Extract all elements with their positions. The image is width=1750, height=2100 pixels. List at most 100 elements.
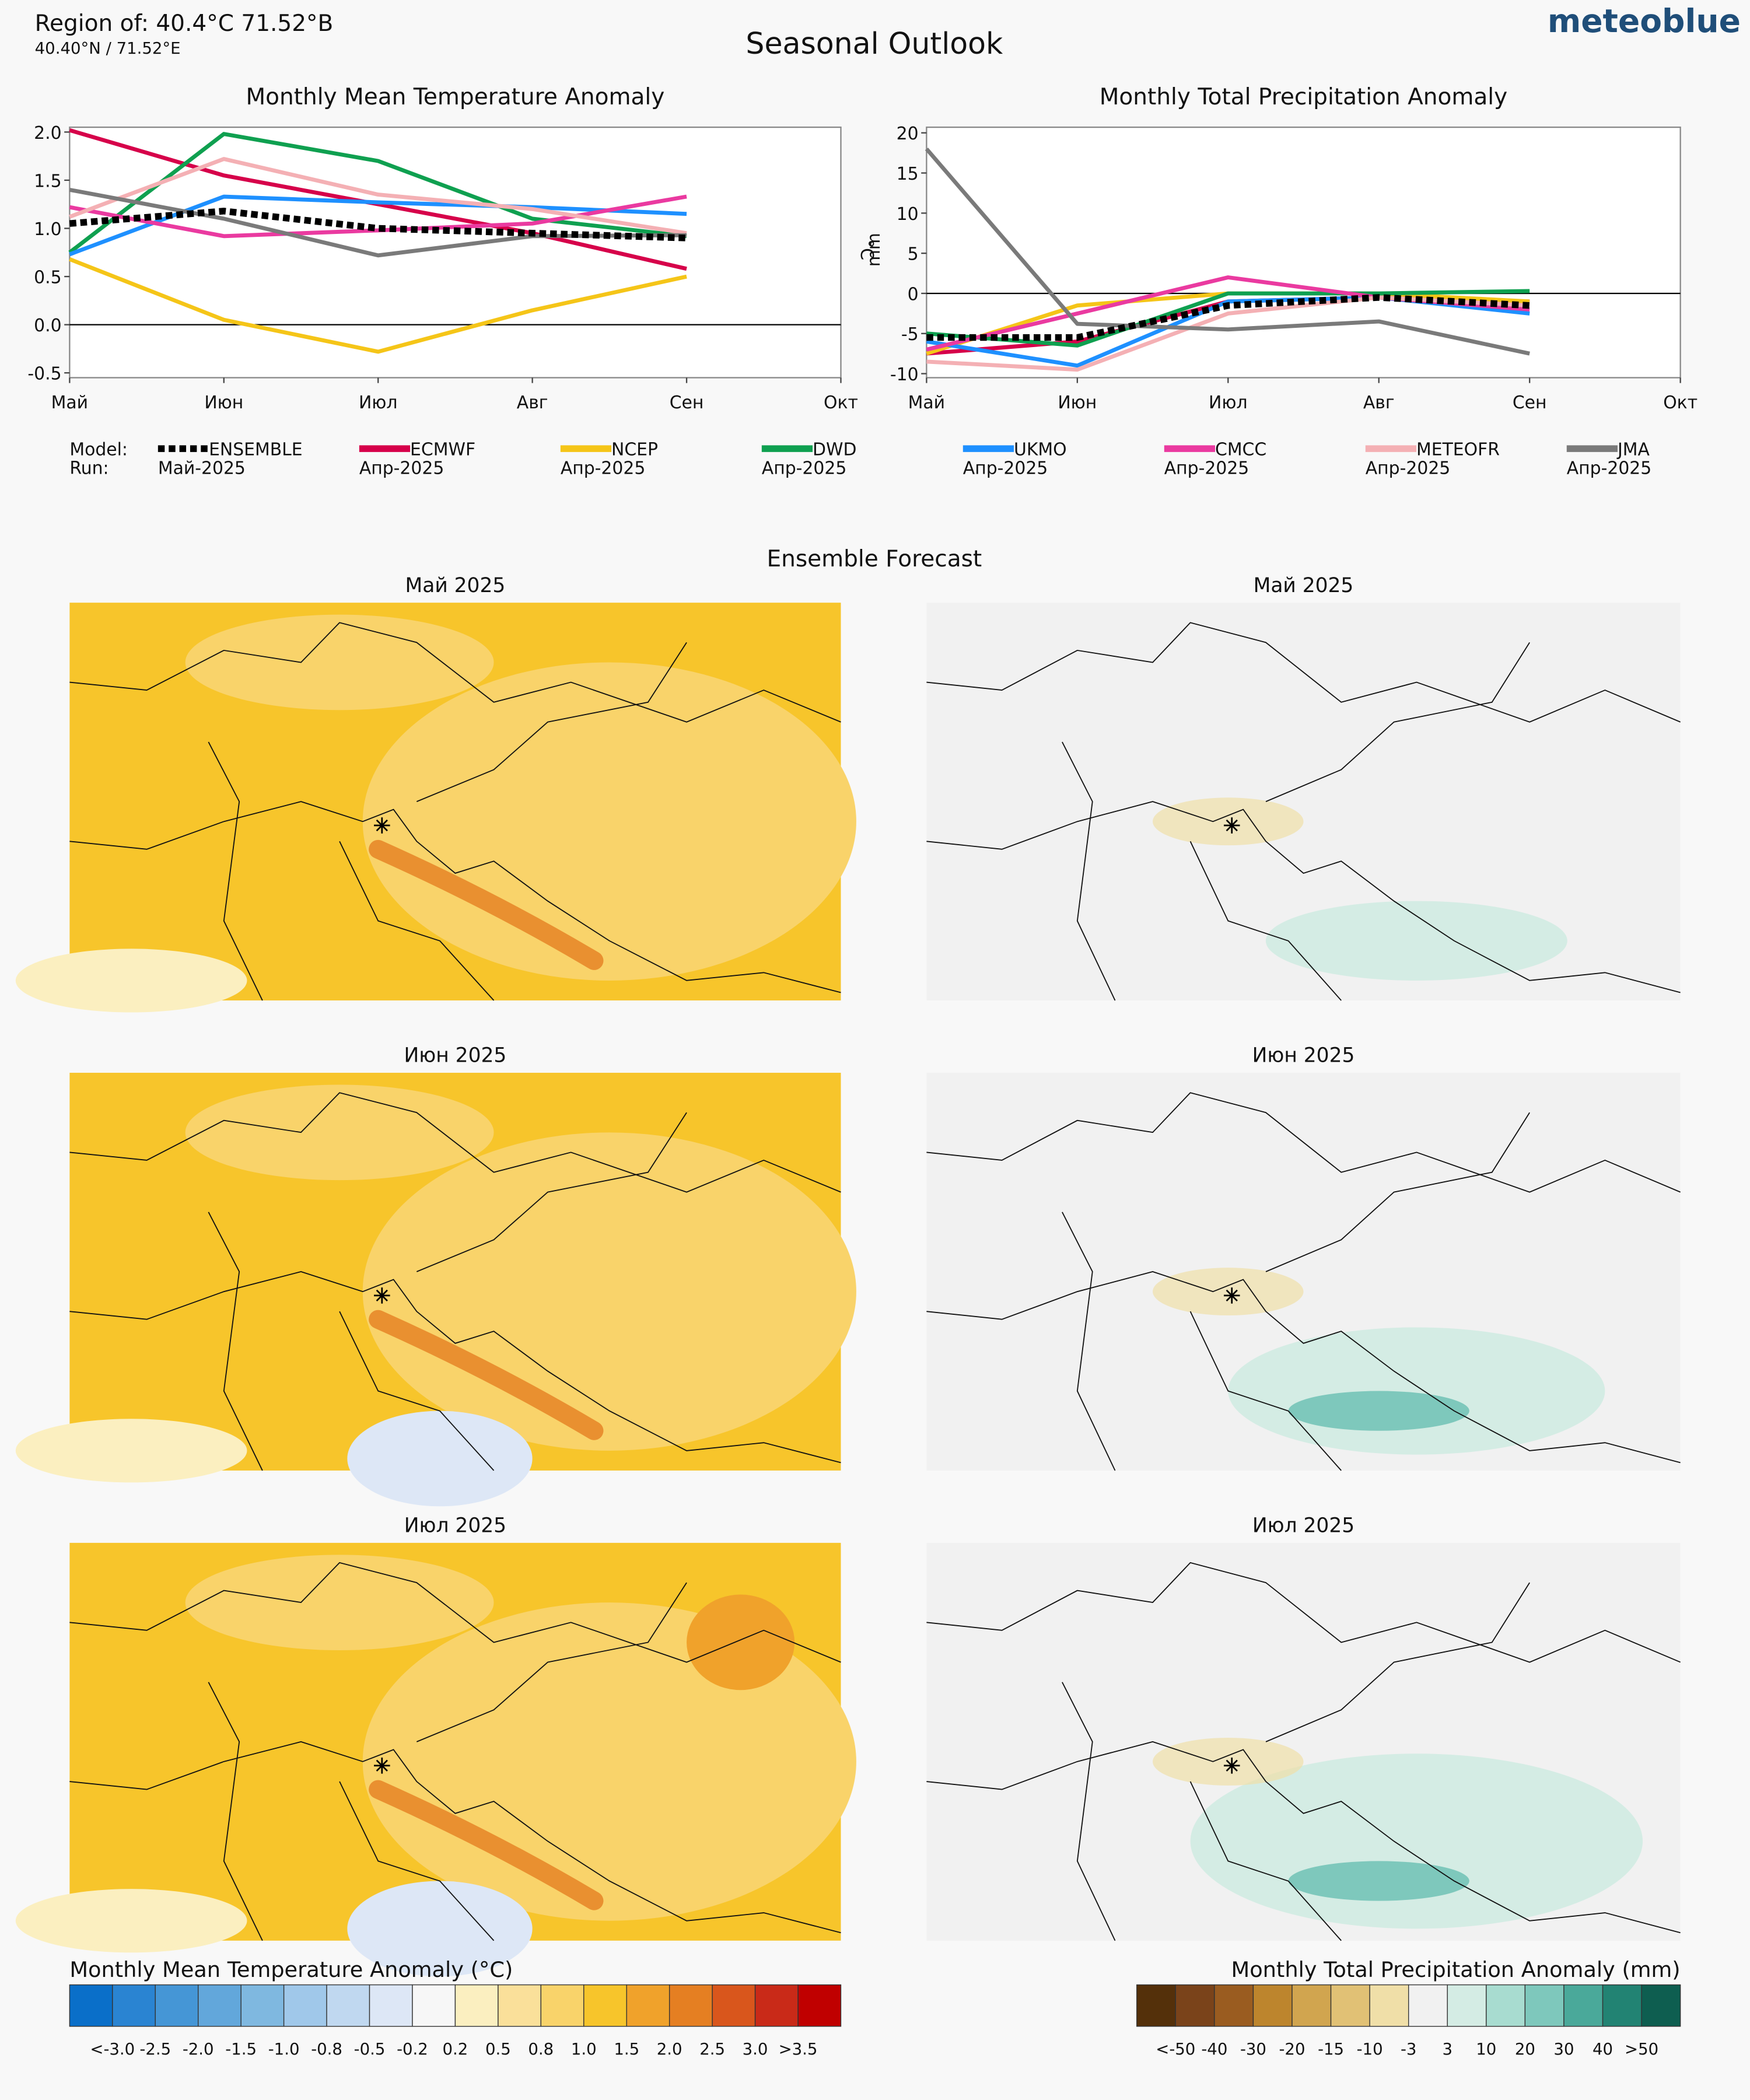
colorbar-bin [1252, 1984, 1293, 2027]
y-tick-label: 0 [908, 284, 919, 304]
map-border [926, 622, 1681, 723]
colorbar-label: 3.0 [743, 2040, 768, 2059]
colorbar-bin [369, 1984, 413, 2027]
x-tick-label: Май [908, 393, 945, 413]
map-border [416, 1112, 687, 1272]
series-line [69, 208, 687, 242]
colorbar-title: Monthly Total Precipitation Anomaly (mm) [1231, 1957, 1681, 1982]
map [926, 1542, 1681, 1941]
y-tick-label: 10 [897, 204, 919, 225]
map-patch [15, 1889, 247, 1953]
y-tick-label: -0.5 [27, 364, 61, 384]
colorbar-label: -1.5 [225, 2040, 257, 2059]
map-patch [347, 1410, 533, 1507]
map-patch [687, 1594, 795, 1690]
x-tick-label: Июл [359, 393, 397, 413]
colorbar-label: 30 [1553, 2040, 1574, 2059]
colorbar-bin [540, 1984, 584, 2027]
colorbar-bin [69, 1984, 113, 2027]
region: Region of: 40.4°C 71.52°B [35, 10, 334, 37]
map-border [416, 1582, 687, 1742]
legend-name: METEOFR [1416, 440, 1500, 460]
x-tick-label: Авг [1363, 393, 1395, 413]
colorbar-label: 1.0 [571, 2040, 597, 2059]
colorbar-title: Monthly Mean Temperature Anomaly (°C) [69, 1957, 513, 1982]
series-line [69, 194, 687, 239]
map [15, 1542, 856, 1977]
map-title: Июн 2025 [404, 1044, 507, 1068]
series-line [69, 194, 687, 257]
x-tick-label: Авг [517, 393, 548, 413]
colorbar-label: -0.2 [397, 2040, 428, 2059]
map-patch [185, 1555, 494, 1651]
colorbar-label: 1.5 [614, 2040, 639, 2059]
legend-name: JMA [1616, 440, 1650, 460]
map-border [208, 741, 263, 1001]
legend-name: DWD [813, 440, 856, 460]
map-patch [185, 1084, 494, 1181]
x-tick-label: Сен [1513, 393, 1547, 413]
legend-name: NCEP [611, 440, 658, 460]
legend-run: Май-2025 [158, 459, 246, 479]
map-border [208, 1682, 263, 1941]
coords: 40.40°N / 71.52°E [35, 39, 181, 58]
map [15, 603, 856, 1013]
colorbar-label: >50 [1625, 2040, 1658, 2059]
legend-name: CMCC [1215, 440, 1266, 460]
y-tick-label: 20 [897, 124, 919, 144]
location-marker [376, 819, 388, 832]
map-border [208, 1212, 263, 1471]
legend-run: Апр-2025 [762, 459, 846, 479]
legend-run: Апр-2025 [1366, 459, 1450, 479]
map-border [1062, 1212, 1116, 1471]
colorbar-bin [1214, 1984, 1254, 2027]
map-patch [347, 1881, 533, 1977]
colorbar-label: -40 [1201, 2040, 1227, 2059]
colorbar-bin [1641, 1984, 1681, 2027]
colorbar-label: -20 [1279, 2040, 1306, 2059]
map-border [69, 1092, 841, 1193]
map-border [416, 642, 687, 802]
y-tick-label: 1.5 [34, 171, 61, 191]
location-marker [1226, 1289, 1238, 1302]
map-title: Май 2025 [1254, 574, 1354, 597]
map-border [926, 1562, 1681, 1663]
x-tick-label: Май [51, 393, 88, 413]
map-border [1062, 1682, 1116, 1941]
map-title: Июл 2025 [1252, 1514, 1354, 1538]
chart-title: Monthly Total Precipitation Anomaly [1100, 84, 1507, 110]
map [926, 1073, 1681, 1471]
map-patch [15, 949, 247, 1013]
colorbar-bin [1602, 1984, 1642, 2027]
map-streak [369, 1310, 604, 1440]
series-line [69, 257, 687, 354]
map-patch [1288, 1391, 1469, 1431]
chart-title: Monthly Mean Temperature Anomaly [246, 84, 664, 110]
map-patch [15, 1419, 247, 1483]
series-line [926, 294, 1530, 341]
colorbar-bin [240, 1984, 285, 2027]
map [926, 603, 1681, 1001]
colorbar-bin [1563, 1984, 1604, 2027]
colorbar-label: >3.5 [779, 2040, 818, 2059]
map-streak [369, 839, 604, 970]
colorbar-bin [583, 1984, 627, 2027]
colorbar-label: -0.8 [311, 2040, 342, 2059]
colorbar-bin [326, 1984, 370, 2027]
colorbar-bin [1408, 1984, 1448, 2027]
legend-run: Апр-2025 [561, 459, 645, 479]
map-patch [1288, 1861, 1469, 1901]
colorbar-label: 0.5 [485, 2040, 511, 2059]
colorbar-label: <-3.0 [90, 2040, 135, 2059]
colorbar-label: -2.0 [183, 2040, 214, 2059]
map-patch [1228, 1327, 1605, 1455]
legend-run: Апр-2025 [1567, 459, 1651, 479]
colorbar-bin [626, 1984, 670, 2027]
legend-name: UKMO [1014, 440, 1067, 460]
series-line [926, 289, 1530, 348]
map-border [1062, 741, 1116, 1001]
map-title: Июн 2025 [1252, 1044, 1355, 1068]
y-tick-label: 15 [897, 164, 919, 184]
colorbar-label: 40 [1592, 2040, 1613, 2059]
colorbar-bin [1447, 1984, 1487, 2027]
